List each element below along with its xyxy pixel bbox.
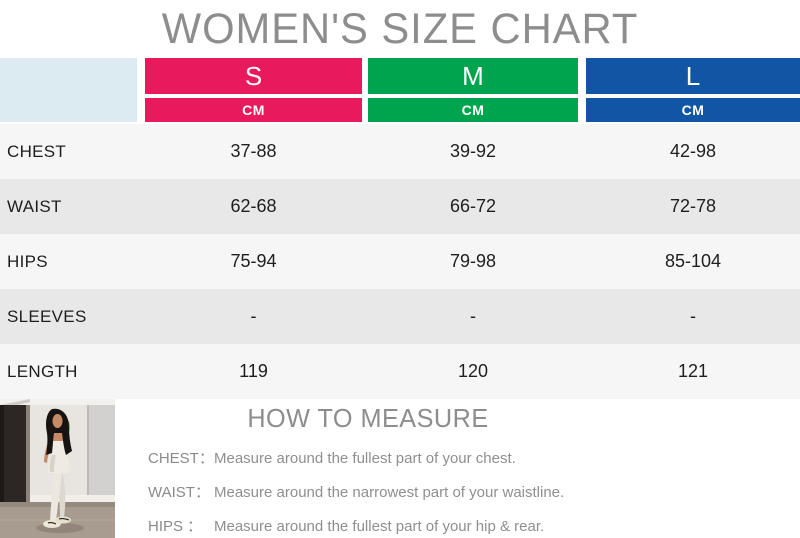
row-label: SLEEVES xyxy=(7,306,87,326)
model-silhouette xyxy=(43,408,72,528)
model-photo xyxy=(0,399,115,538)
table-row-chest: CHEST 37-88 39-92 42-98 xyxy=(0,124,800,179)
row-label: HIPS xyxy=(7,251,48,271)
door xyxy=(0,405,26,502)
row-label: WAIST xyxy=(7,196,62,216)
cell-chest-l: 42-98 xyxy=(669,141,717,161)
ceiling xyxy=(0,399,115,405)
size-m-header: M xyxy=(368,58,578,94)
how-to-measure-title: HOW TO MEASURE xyxy=(247,403,489,433)
measure-text: Measure around the narrowest part of you… xyxy=(214,484,565,501)
size-table-header: S CM M CM L CM xyxy=(0,58,800,122)
measure-item-hips: HIPS ： Measure around the fullest part of… xyxy=(148,515,588,536)
sneakers xyxy=(43,516,71,528)
cell-waist-s: 62-68 xyxy=(230,196,277,216)
header-gap xyxy=(578,58,586,122)
baseboard xyxy=(30,495,115,502)
measure-label: WAIST： xyxy=(148,484,210,501)
size-table-body: CHEST 37-88 39-92 42-98 WAIST 62-68 66-7… xyxy=(0,124,800,399)
row-label: LENGTH xyxy=(7,361,78,381)
cell-hips-s: 75-94 xyxy=(230,251,277,271)
header-column-s: S CM xyxy=(145,58,362,122)
how-to-measure-section: HOW TO MEASURE CHEST：Measure around the … xyxy=(0,399,800,538)
table-row-hips: HIPS 75-94 79-98 85-104 xyxy=(0,234,800,289)
header-corner-cell xyxy=(0,58,137,122)
table-row-sleeves: SLEEVES - - - xyxy=(0,289,800,344)
size-m-unit: CM xyxy=(368,98,578,122)
table-row-length: LENGTH 119 120 121 xyxy=(0,344,800,399)
cell-chest-m: 39-92 xyxy=(449,141,497,161)
measure-label: CHEST： xyxy=(148,450,214,467)
cell-hips-l: 85-104 xyxy=(664,251,722,271)
how-to-measure-content: HOW TO MEASURE CHEST：Measure around the … xyxy=(115,399,800,538)
page-title: WOMEN'S SIZE CHART xyxy=(161,4,639,53)
measure-label: HIPS ： xyxy=(148,518,203,535)
cell-sleeves-s: - xyxy=(250,306,257,326)
cell-hips-m: 79-98 xyxy=(449,251,497,271)
cell-length-m: 120 xyxy=(457,361,489,381)
measure-text: Measure around the fullest part of your … xyxy=(214,518,545,535)
cell-waist-l: 72-78 xyxy=(669,196,717,216)
header-gap xyxy=(137,58,145,122)
measure-text: Measure around the fullest part of your … xyxy=(214,450,516,467)
cell-chest-s: 37-88 xyxy=(230,141,277,161)
row-label: CHEST xyxy=(7,141,67,161)
cell-sleeves-m: - xyxy=(470,306,476,326)
cell-waist-m: 66-72 xyxy=(449,196,497,216)
table-row-waist: WAIST 62-68 66-72 72-78 xyxy=(0,179,800,234)
cell-length-s: 119 xyxy=(239,361,268,381)
size-l-header: L xyxy=(586,58,800,94)
header-column-l: L CM xyxy=(586,58,800,122)
measure-item-waist: WAIST： Measure around the narrowest part … xyxy=(148,481,588,502)
size-s-header: S xyxy=(145,58,362,94)
size-s-unit: CM xyxy=(145,98,362,122)
size-l-unit: CM xyxy=(586,98,800,122)
cell-sleeves-l: - xyxy=(690,306,696,326)
measure-item-chest: CHEST：Measure around the fullest part of… xyxy=(148,447,588,468)
cell-length-l: 121 xyxy=(677,361,709,381)
header-column-m: M CM xyxy=(368,58,578,122)
